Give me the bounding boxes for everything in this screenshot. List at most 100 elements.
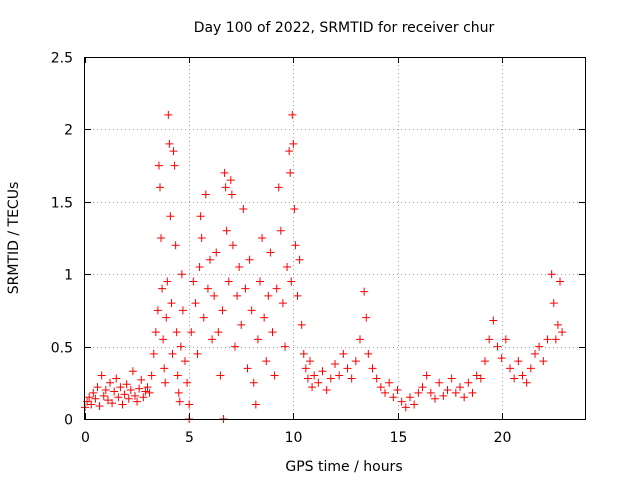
data-point [308, 383, 317, 392]
data-point [543, 335, 552, 344]
data-point [274, 183, 283, 192]
data-point [208, 335, 217, 344]
data-point [122, 380, 131, 389]
data-point [318, 367, 327, 376]
data-point [422, 371, 431, 380]
data-point [460, 393, 469, 402]
data-point [249, 378, 258, 387]
data-point [241, 284, 250, 293]
data-point [343, 364, 352, 373]
data-point [97, 371, 106, 380]
data-point [331, 359, 339, 368]
data-point [166, 212, 175, 221]
data-point [228, 241, 237, 250]
data-point [410, 400, 419, 409]
data-point [431, 394, 439, 403]
data-point [414, 388, 423, 397]
y-tick-label: 1 [64, 268, 73, 284]
data-point [283, 262, 292, 271]
data-point [162, 313, 171, 322]
data-point [326, 374, 335, 383]
data-point [193, 349, 202, 358]
data-point [85, 393, 94, 402]
data-point [172, 328, 181, 337]
data-point [258, 234, 267, 242]
data-point [356, 335, 364, 344]
data-point [368, 364, 377, 373]
data-point [221, 183, 230, 192]
data-point [291, 241, 300, 250]
data-point [137, 375, 146, 384]
data-point [451, 388, 460, 397]
data-point [118, 400, 127, 409]
data-point [268, 328, 277, 337]
data-point [239, 205, 248, 214]
data-point [253, 335, 262, 344]
data-point [464, 378, 473, 387]
y-tick-label: 0 [64, 413, 73, 429]
data-point [287, 277, 296, 286]
data-point [381, 388, 389, 397]
data-point [126, 386, 135, 395]
data-point [514, 357, 523, 366]
points-layer [81, 110, 567, 423]
data-point [99, 391, 108, 400]
data-point [106, 378, 114, 387]
data-point [157, 234, 166, 242]
data-point [143, 383, 152, 392]
data-point [278, 299, 287, 308]
data-point [406, 393, 414, 402]
data-point [159, 335, 168, 344]
data-point [297, 320, 306, 329]
data-point [485, 335, 494, 344]
data-point [351, 357, 360, 366]
data-point [195, 262, 204, 271]
data-point [510, 374, 519, 383]
data-point [201, 190, 210, 199]
data-point [218, 306, 227, 315]
data-point [401, 403, 410, 412]
data-point [114, 393, 123, 402]
data-point [476, 374, 485, 383]
data-point [231, 342, 239, 351]
data-point [147, 371, 156, 380]
data-point [281, 342, 289, 351]
data-point [181, 357, 189, 366]
data-point [224, 277, 233, 286]
y-tick-label: 2 [64, 123, 73, 139]
data-point [89, 388, 98, 397]
data-point [203, 284, 212, 293]
data-point [158, 284, 167, 293]
data-point [362, 313, 371, 322]
data-point [151, 328, 160, 337]
data-point [153, 306, 162, 315]
data-point [347, 374, 356, 383]
data-point [214, 328, 223, 337]
data-point [235, 262, 244, 271]
data-point [290, 205, 299, 214]
data-point [549, 299, 558, 308]
x-tick-label: 15 [390, 430, 408, 446]
data-point [468, 388, 477, 397]
data-point [481, 357, 489, 366]
data-point [165, 139, 174, 148]
data-point [299, 349, 308, 358]
data-point [93, 383, 102, 392]
data-point [163, 277, 172, 286]
data-point [497, 354, 506, 363]
data-point [124, 394, 133, 403]
data-point [116, 383, 125, 392]
data-point [447, 374, 456, 383]
data-point [364, 349, 373, 358]
x-tick-label: 5 [185, 430, 194, 446]
data-point [177, 270, 186, 279]
y-tick-label: 1.5 [51, 196, 73, 212]
data-point [301, 364, 310, 373]
data-point [108, 399, 117, 408]
data-point [360, 287, 369, 296]
data-point [531, 349, 539, 358]
data-point [196, 212, 205, 221]
data-point [245, 255, 254, 264]
data-point [220, 168, 229, 177]
data-point [397, 397, 406, 406]
